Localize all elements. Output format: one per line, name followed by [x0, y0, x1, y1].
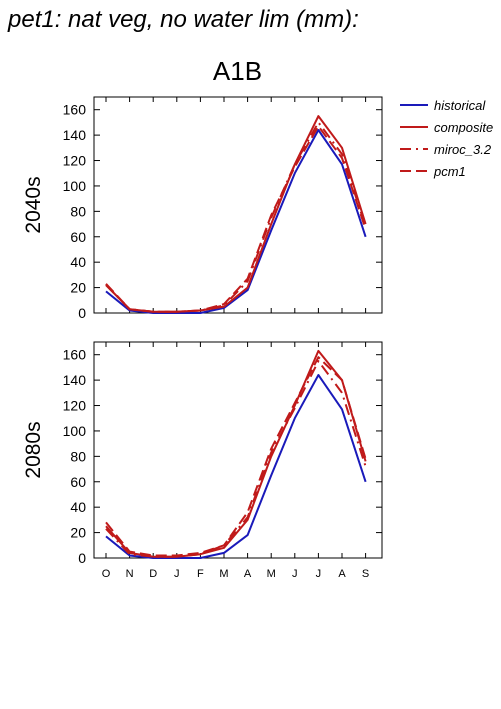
legend-label: miroc_3.2: [434, 142, 492, 157]
y-tick-label: 60: [70, 229, 86, 245]
series-line-pcm1: [105, 356, 367, 557]
x-tick-label: J: [292, 568, 298, 580]
legend-label: pcm1: [433, 164, 466, 179]
legend-label: historical: [434, 98, 486, 113]
y-tick-label: 100: [63, 423, 87, 439]
x-tick-label: S: [362, 568, 369, 580]
x-tick-label: M: [267, 568, 276, 580]
x-tick-label: J: [316, 568, 322, 580]
y-tick-label: 0: [78, 550, 86, 566]
y-tick-label: 160: [63, 347, 87, 363]
y-tick-label: 140: [63, 127, 87, 143]
y-tick-label: 40: [70, 254, 86, 270]
y-tick-label: 80: [70, 448, 86, 464]
y-tick-label: 20: [70, 280, 86, 296]
panel-2080s: 0 20 40 60 80 100 120 140 160 O N D J F M A M J J A S 2080s: [22, 341, 383, 580]
x-tick-label: F: [197, 568, 204, 580]
legend-label: composite: [434, 120, 493, 135]
panel-2040s: 0 20 40 60 80 100 120 140 160 2040s: [22, 96, 383, 321]
y-tick-label: 60: [70, 474, 86, 490]
legend: historical composite miroc_3.2 pcm1: [400, 98, 493, 179]
x-tick-label: J: [174, 568, 180, 580]
row-label: 2040s: [22, 176, 45, 233]
series-line-composite: [105, 115, 367, 313]
plot-frame: [93, 341, 383, 559]
y-tick-label: 100: [63, 178, 87, 194]
plot-frame: [93, 96, 383, 314]
series-line-miroc-3-2: [105, 121, 367, 313]
y-tick-label: 80: [70, 203, 86, 219]
series-line-miroc-3-2: [105, 360, 367, 558]
x-tick-label: A: [244, 568, 252, 580]
series-line-composite: [105, 349, 367, 558]
y-tick-label: 20: [70, 525, 86, 541]
row-label: 2080s: [22, 421, 45, 478]
y-tick-label: 0: [78, 305, 86, 321]
series-line-historical: [105, 374, 367, 559]
x-tick-label: D: [149, 568, 157, 580]
series-line-historical: [105, 129, 367, 314]
figure-title: pet1: nat veg, no water lim (mm):: [8, 6, 359, 33]
y-tick-label: 120: [63, 153, 87, 169]
x-tick-label: A: [338, 568, 346, 580]
x-tick-label: N: [126, 568, 134, 580]
x-tick-label: M: [219, 568, 228, 580]
x-tick-label: O: [102, 568, 111, 580]
series-line-pcm1: [105, 125, 367, 313]
y-tick-label: 40: [70, 499, 86, 515]
scenario-title: A1B: [212, 56, 263, 86]
y-tick-label: 120: [63, 398, 87, 414]
y-tick-label: 160: [63, 102, 87, 118]
y-tick-label: 140: [63, 372, 87, 388]
